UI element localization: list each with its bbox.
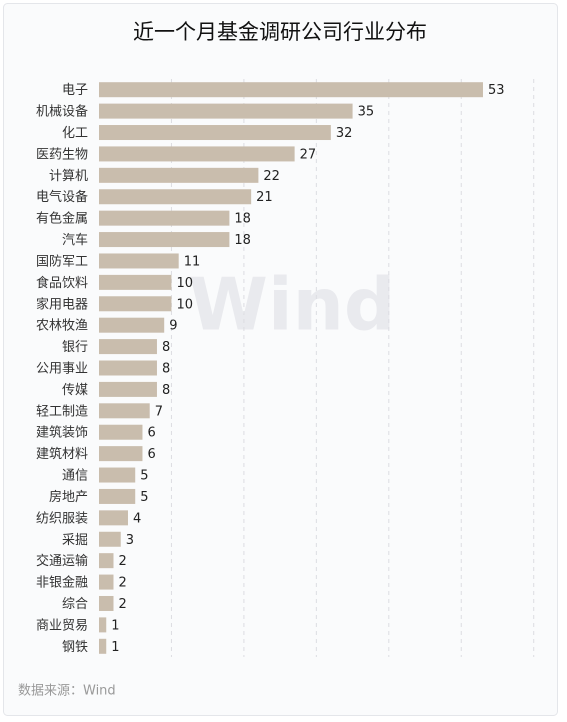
value-label: 18 [234, 212, 251, 227]
y-tick-label: 通信 [62, 469, 88, 484]
bar [99, 403, 150, 419]
bar [99, 510, 128, 526]
bar [99, 381, 157, 397]
bar [99, 189, 252, 205]
bar [99, 339, 157, 355]
y-tick-label: 商业贸易 [36, 618, 88, 633]
value-label: 35 [358, 105, 375, 120]
y-tick-label: 家用电器 [36, 296, 88, 312]
bar [99, 467, 136, 483]
y-tick-label: 汽车 [62, 232, 88, 248]
value-label: 5 [140, 469, 148, 484]
y-tick-label: 电气设备 [36, 189, 88, 205]
y-tick-label: 有色金属 [36, 211, 88, 227]
bar [99, 617, 107, 633]
y-tick-label: 机械设备 [36, 104, 88, 120]
y-tick-label: 轻工制造 [36, 404, 88, 419]
y-tick-label: 国防军工 [36, 253, 88, 269]
bar [99, 317, 165, 333]
bar [99, 103, 353, 119]
value-label: 10 [176, 276, 193, 291]
bar [99, 274, 172, 290]
y-tick-label: 农林牧渔 [36, 319, 88, 334]
y-tick-label: 电子 [62, 83, 88, 98]
chart-title: 近一个月基金调研公司行业分布 [133, 20, 427, 44]
value-label: 22 [263, 169, 280, 184]
value-label: 11 [184, 254, 201, 269]
bar [99, 488, 136, 504]
value-label: 32 [336, 126, 353, 141]
y-tick-label: 食品饮料 [36, 275, 88, 291]
value-label: 2 [118, 554, 126, 569]
value-label: 8 [162, 383, 170, 398]
value-label: 3 [126, 533, 134, 548]
y-tick-label: 传媒 [62, 383, 88, 398]
value-label: 2 [118, 597, 126, 612]
value-label: 1 [111, 640, 119, 655]
bar [99, 531, 121, 547]
value-label: 10 [176, 297, 193, 312]
y-tick-label: 医药生物 [36, 147, 88, 162]
value-label: 53 [488, 83, 505, 98]
source-note: 数据来源：Wind [18, 684, 116, 699]
y-tick-label: 银行 [62, 340, 88, 355]
bar [99, 446, 143, 462]
bar [99, 146, 295, 162]
bar [99, 424, 143, 440]
value-label: 1 [111, 618, 119, 633]
bar [99, 167, 259, 183]
value-label: 8 [162, 340, 170, 355]
y-tick-label: 计算机 [49, 169, 88, 184]
bar [99, 125, 331, 141]
y-tick-label: 非银金融 [36, 575, 88, 591]
value-label: 7 [155, 404, 163, 419]
y-tick-label: 建筑材料 [36, 446, 88, 462]
value-label: 18 [234, 233, 251, 248]
value-label: 4 [133, 511, 141, 526]
value-label: 6 [147, 447, 155, 462]
value-label: 6 [147, 426, 155, 441]
value-label: 8 [162, 362, 170, 377]
value-label: 5 [140, 490, 148, 505]
bar [99, 574, 114, 590]
bar [99, 210, 230, 226]
value-label: 9 [169, 319, 177, 334]
y-tick-label: 化工 [62, 126, 88, 141]
value-label: 21 [256, 190, 273, 205]
watermark: Wind [189, 263, 396, 347]
y-tick-label: 纺织服装 [36, 511, 88, 526]
y-tick-label: 钢铁 [62, 640, 88, 655]
bar [99, 253, 179, 269]
bar [99, 232, 230, 248]
y-tick-label: 综合 [62, 597, 88, 612]
y-tick-label: 采掘 [62, 533, 88, 548]
bar [99, 553, 114, 569]
bar [99, 296, 172, 312]
bar [99, 638, 107, 654]
y-tick-label: 交通运输 [36, 553, 88, 569]
value-label: 2 [118, 576, 126, 591]
y-tick-label: 公用事业 [36, 362, 88, 377]
y-tick-label: 房地产 [49, 489, 88, 505]
bar [99, 595, 114, 611]
bar [99, 360, 157, 376]
value-label: 27 [300, 147, 317, 162]
bar [99, 82, 483, 98]
y-tick-label: 建筑装饰 [36, 425, 88, 441]
